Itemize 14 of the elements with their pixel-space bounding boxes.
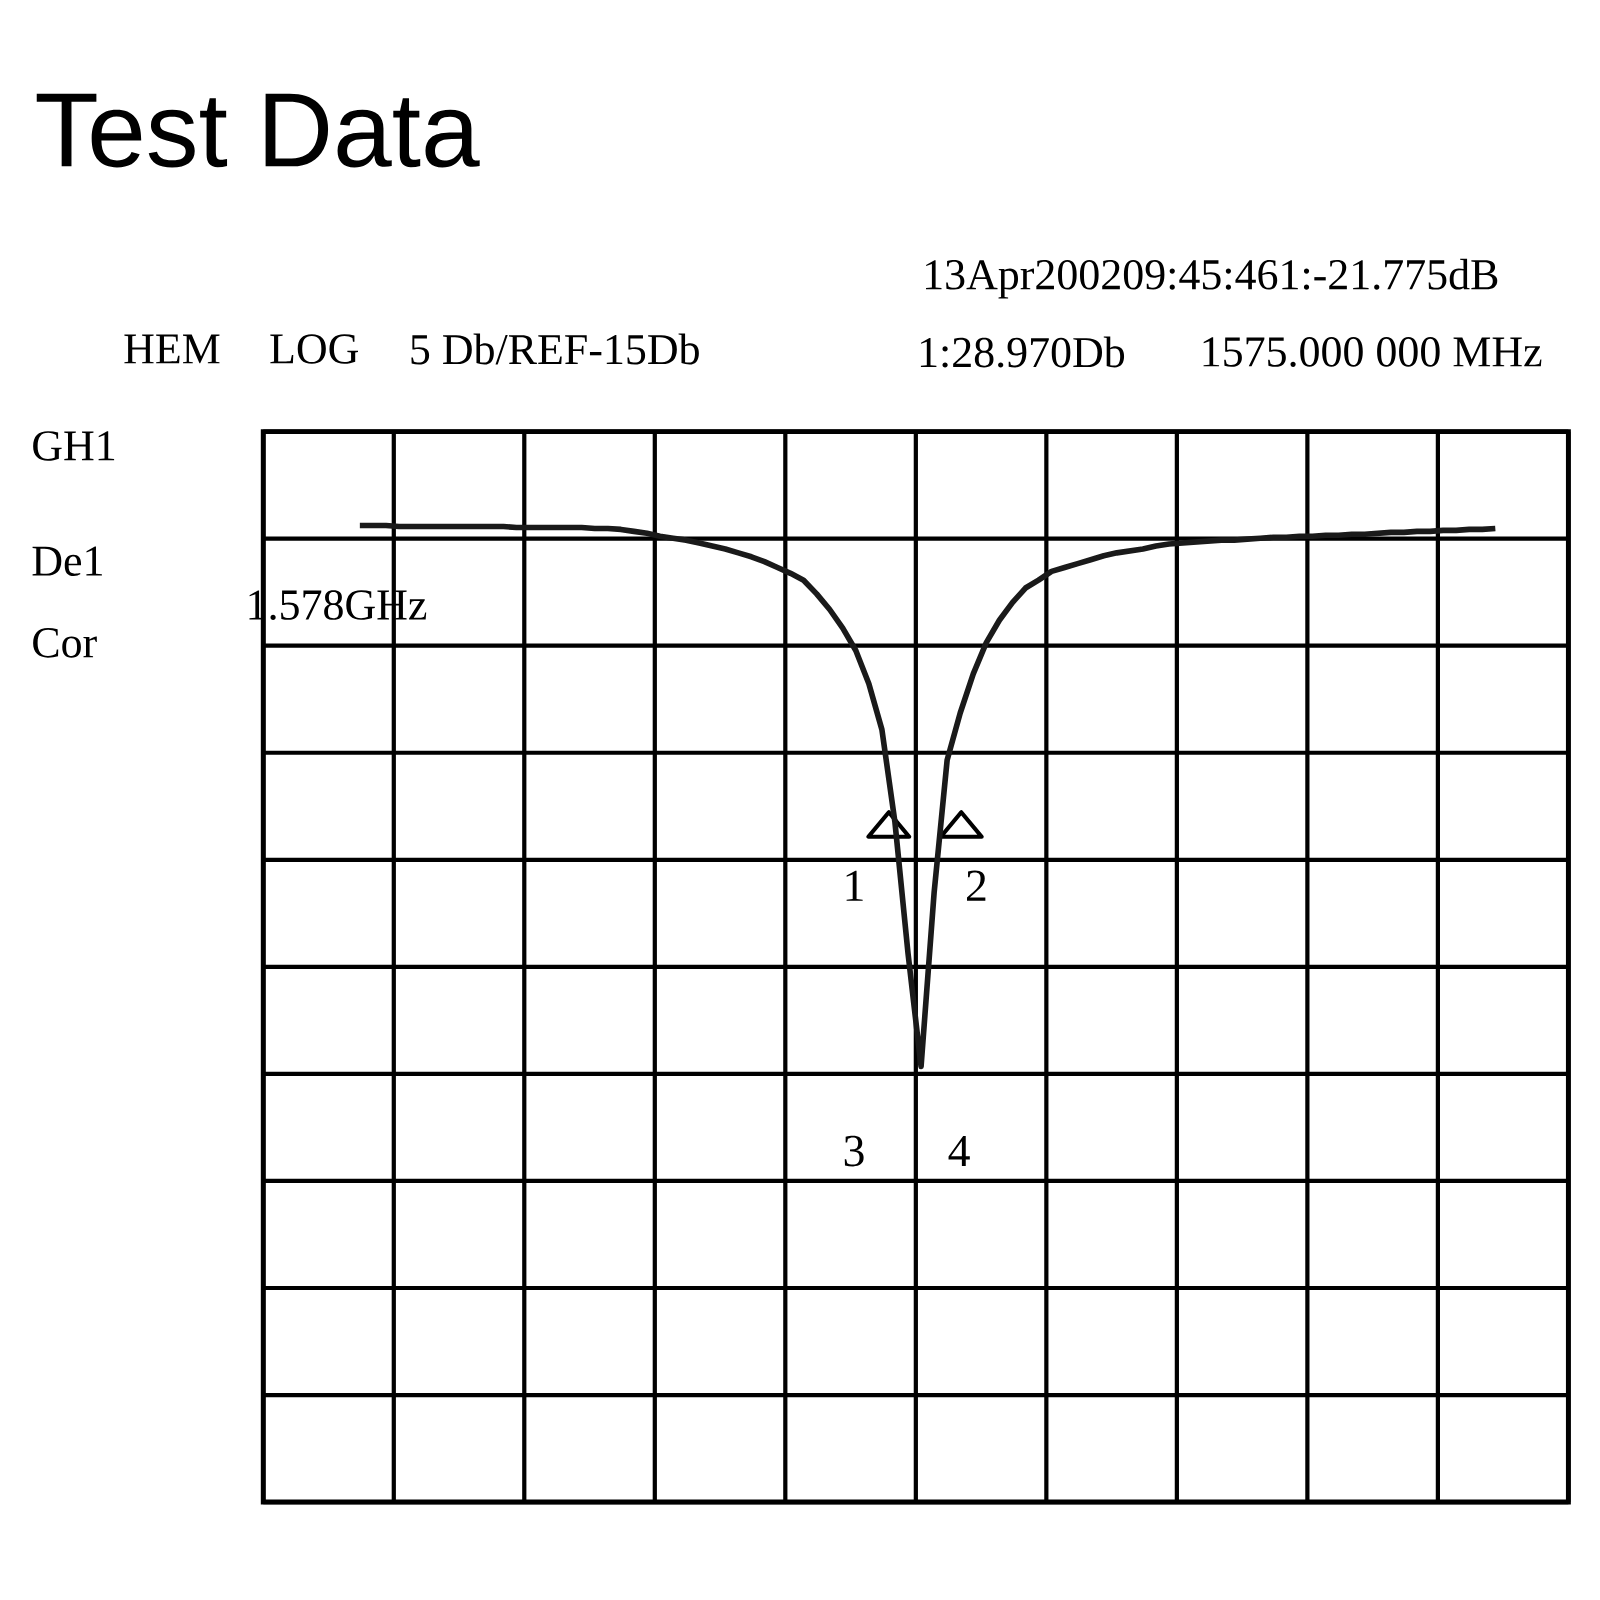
text: De1	[32, 546, 102, 576]
chart-title: Test Data	[36, 93, 480, 168]
text: 1:28.970Db	[920, 336, 1125, 368]
text: LOG	[270, 334, 359, 364]
annotation: 1	[846, 870, 863, 901]
text: 1575.000 000 MHz	[1203, 337, 1542, 367]
annotation: 2	[967, 870, 986, 901]
text: Cor	[33, 628, 97, 658]
text: HEM	[124, 334, 220, 364]
annotation: 4	[948, 1135, 970, 1167]
text: 13Apr200209:45:461:-21.775dB	[926, 258, 1498, 299]
text: GH1	[33, 431, 115, 461]
text: 5 Db/REF-15Db	[411, 333, 699, 365]
annotation: 3	[844, 1135, 864, 1167]
